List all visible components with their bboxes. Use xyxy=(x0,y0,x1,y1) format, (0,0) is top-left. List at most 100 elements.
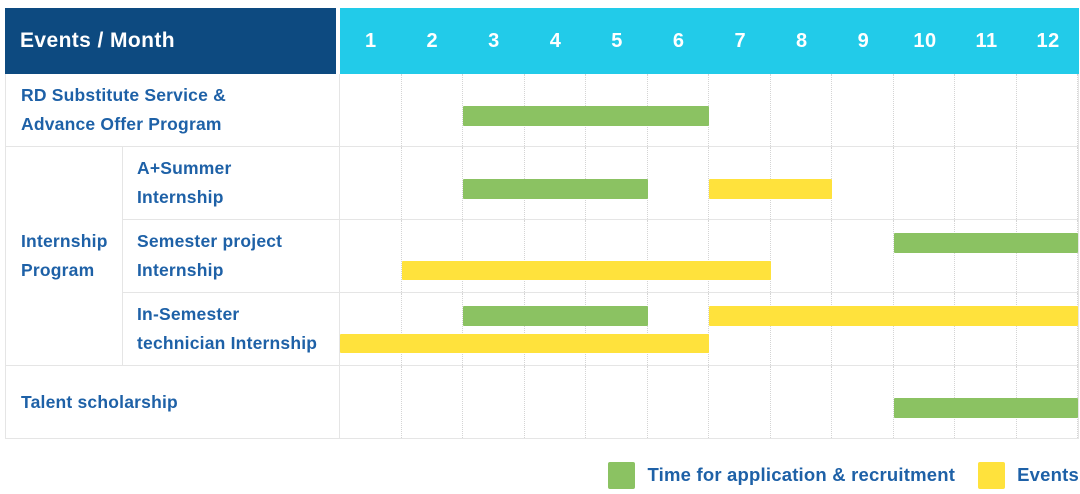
label-talent-scholarship: Talent scholarship xyxy=(6,366,340,438)
grid-cell-month-2 xyxy=(402,220,463,292)
grid-cell-month-3 xyxy=(463,220,525,292)
label-line: Internship xyxy=(137,260,224,280)
table-body: RD Substitute Service & Advance Offer Pro… xyxy=(5,74,1079,439)
grid-cell-month-4 xyxy=(525,366,586,438)
grid-cell-month-9 xyxy=(832,220,894,292)
label-line: Internship xyxy=(137,187,224,207)
grid-cell-month-6 xyxy=(648,147,709,219)
label-line: A+Summer xyxy=(137,158,232,178)
grid-cell-month-12 xyxy=(1017,220,1078,292)
chart-area-talent-scholarship xyxy=(340,366,1078,438)
bar-yellow-months-1-6 xyxy=(340,334,709,353)
legend-swatch-green xyxy=(608,461,636,489)
legend-label-application-recruitment: Time for application & recruitment xyxy=(647,464,956,485)
grid-cell-month-12 xyxy=(1017,147,1078,219)
label-line: Semester project xyxy=(137,231,283,251)
label-semester-project-internship: Semester project Internship xyxy=(123,220,340,292)
grid-cell-month-3 xyxy=(463,366,525,438)
legend: Time for application & recruitment Events xyxy=(585,461,1079,489)
chart-area-in-semester-technician-internship xyxy=(340,293,1078,365)
gantt-table: Events / Month 1 2 3 4 5 6 7 8 9 10 11 12 RD Substi… xyxy=(5,8,1079,439)
grid-cell-month-11 xyxy=(955,147,1017,219)
grid-cell-month-1 xyxy=(340,74,402,146)
grid-cell-month-9 xyxy=(832,366,894,438)
header-title: Events / Month xyxy=(20,29,175,52)
grid-cell-month-4 xyxy=(525,220,586,292)
grid-cell-month-7 xyxy=(709,293,771,365)
grid-cell-month-2 xyxy=(402,293,463,365)
month-header-band: 1 2 3 4 5 6 7 8 9 10 11 12 xyxy=(340,8,1079,74)
bar-green-months-3-5 xyxy=(463,179,648,199)
month-header-5: 5 xyxy=(611,29,623,52)
grid-cell-month-9 xyxy=(832,293,894,365)
grid-cell-month-5 xyxy=(586,220,648,292)
grid-cell-month-7 xyxy=(709,220,771,292)
chart-area-a-plus-summer-internship xyxy=(340,147,1078,219)
row-semester-project-internship: Semester project Internship xyxy=(123,219,1078,292)
grid-cell-month-8 xyxy=(771,366,832,438)
label-in-semester-technician-internship: In-Semester technician Internship xyxy=(123,293,340,365)
month-header-12: 12 xyxy=(1036,29,1060,52)
label-line: Internship xyxy=(21,231,108,251)
grid-cell-month-12 xyxy=(1017,74,1078,146)
month-header-9: 9 xyxy=(857,29,870,52)
label-internship-program: Internship Program xyxy=(6,147,123,365)
grid-cell-month-7 xyxy=(709,366,771,438)
label-line: In-Semester xyxy=(137,304,240,324)
grid-cell-month-10 xyxy=(894,220,955,292)
grid-cell-month-6 xyxy=(648,220,709,292)
row-rd-substitute-service-advance-offer: RD Substitute Service & Advance Offer Pro… xyxy=(6,74,1078,146)
grid-cell-month-1 xyxy=(340,220,402,292)
row-a-plus-summer-internship: A+Summer Internship xyxy=(123,147,1078,219)
bar-green-months-10-12 xyxy=(893,233,1078,253)
bar-yellow-months-7-12 xyxy=(709,306,1078,326)
month-header-10: 10 xyxy=(913,29,937,52)
grid-cell-month-11 xyxy=(955,220,1017,292)
grid-cell-month-9 xyxy=(832,147,894,219)
month-header-4: 4 xyxy=(549,29,562,52)
grid-cell-month-1 xyxy=(340,366,402,438)
legend-swatch-yellow xyxy=(978,461,1006,489)
legend-item-events: Events xyxy=(978,461,1079,489)
table-header-row: Events / Month 1 2 3 4 5 6 7 8 9 10 11 12 xyxy=(5,8,1079,74)
bar-green-months-3-6 xyxy=(463,106,709,126)
grid-cell-month-6 xyxy=(648,293,709,365)
grid-cell-month-10 xyxy=(894,74,955,146)
row-talent-scholarship: Talent scholarship xyxy=(6,365,1078,438)
label-line: Talent scholarship xyxy=(21,391,178,412)
grid-cell-month-6 xyxy=(648,366,709,438)
label-rd-substitute-service-advance-offer: RD Substitute Service & Advance Offer Pro… xyxy=(6,74,340,146)
grid-cell-month-8 xyxy=(771,74,832,146)
month-header-2: 2 xyxy=(426,29,439,52)
label-line: Program xyxy=(21,260,95,280)
grid-cell-month-2 xyxy=(402,147,463,219)
bar-yellow-months-7-8 xyxy=(709,179,832,199)
grid-cell-month-7 xyxy=(709,74,771,146)
label-line: Advance Offer Program xyxy=(21,114,222,134)
grid-cell-month-11 xyxy=(955,74,1017,146)
month-header-8: 8 xyxy=(796,29,808,52)
grid-cell-month-10 xyxy=(894,293,955,365)
month-header-1: 1 xyxy=(364,29,377,52)
grid-cell-month-2 xyxy=(402,74,463,146)
bar-green-months-3-5 xyxy=(463,306,648,326)
label-line: technician Internship xyxy=(137,333,318,353)
grid-cell-month-4 xyxy=(525,293,586,365)
grid-cell-month-12 xyxy=(1017,293,1078,365)
grid-cell-month-9 xyxy=(832,74,894,146)
legend-item-application-recruitment: Time for application & recruitment xyxy=(608,461,956,489)
grid-cell-month-1 xyxy=(340,147,402,219)
month-header-11: 11 xyxy=(975,29,998,52)
month-header-3: 3 xyxy=(488,29,500,52)
grid-cell-month-1 xyxy=(340,293,402,365)
grid-cell-month-3 xyxy=(463,293,525,365)
chart-area-semester-project-internship xyxy=(340,220,1078,292)
header-cell-events-month: Events / Month xyxy=(5,8,340,74)
legend-label-events: Events xyxy=(1017,464,1079,485)
grid-cell-month-11 xyxy=(955,293,1017,365)
grid-cell-month-5 xyxy=(586,293,648,365)
grid-cell-month-10 xyxy=(894,147,955,219)
month-header-7: 7 xyxy=(734,29,747,52)
row-group-internship-program: Internship Program A+Summer Internship Semes… xyxy=(6,146,1078,365)
